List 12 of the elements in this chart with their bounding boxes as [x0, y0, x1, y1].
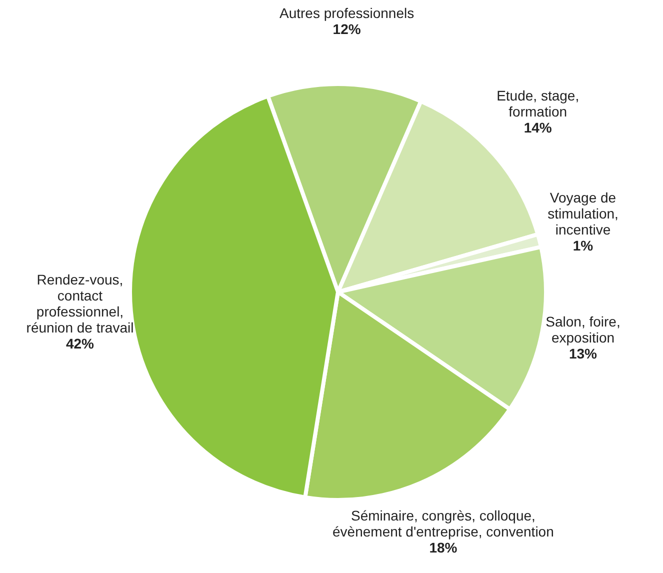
- data-label: 14%: [524, 119, 552, 136]
- slice-label: Autres professionnels: [280, 5, 414, 22]
- slice-label: Etude, stage, formation: [496, 87, 580, 120]
- data-label: 1%: [572, 237, 594, 254]
- data-label: 13%: [568, 345, 598, 362]
- slice-label: Séminaire, congrès, colloque, évènement d'entreprise, convention: [332, 507, 554, 540]
- slice-label: Salon, foire, exposition: [546, 313, 620, 346]
- slice-label: Rendez-vous, contact professionnel, réunion de travail: [26, 272, 134, 336]
- data-label: 42%: [66, 336, 95, 352]
- data-label: 18%: [429, 539, 458, 556]
- slice-label: Voyage de stimulation, incentive: [548, 189, 618, 238]
- data-label: 12%: [332, 21, 362, 38]
